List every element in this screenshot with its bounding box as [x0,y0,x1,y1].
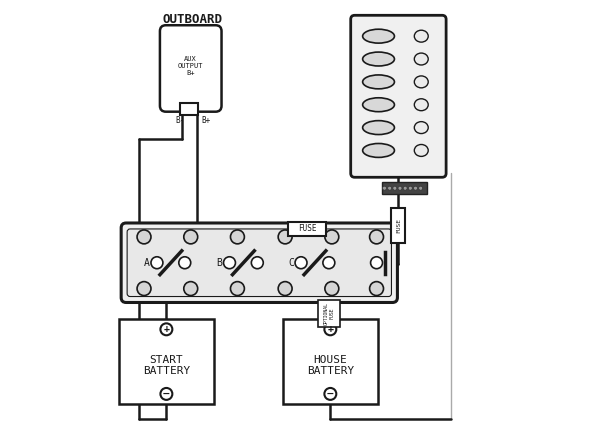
Ellipse shape [414,76,428,88]
Circle shape [325,282,338,296]
Bar [119,320,214,404]
Circle shape [230,230,244,244]
Text: B+: B+ [201,116,210,125]
Ellipse shape [363,121,395,134]
Circle shape [137,282,151,296]
Circle shape [414,186,417,190]
Circle shape [179,257,191,269]
Text: B-: B- [175,116,185,125]
Circle shape [370,282,384,296]
Text: HOUSE
BATTERY: HOUSE BATTERY [307,355,354,377]
Ellipse shape [363,52,395,66]
Text: AUX
OUTPUT
B+: AUX OUTPUT B+ [178,56,203,76]
Circle shape [323,257,335,269]
Text: A: A [144,258,150,268]
Text: START
BATTERY: START BATTERY [143,355,190,377]
Text: +: + [327,324,333,334]
Circle shape [137,230,151,244]
Ellipse shape [363,98,395,112]
Text: −: − [327,389,334,399]
Text: OPTIONAL
FUSE: OPTIONAL FUSE [323,302,334,325]
Text: OUTBOARD: OUTBOARD [163,13,223,26]
Circle shape [325,230,338,244]
Circle shape [161,388,172,400]
Ellipse shape [414,30,428,42]
Circle shape [324,324,336,335]
Bar [180,103,198,114]
Bar [381,182,427,194]
Circle shape [224,257,235,269]
Ellipse shape [414,122,428,133]
Text: −: − [163,389,170,399]
Circle shape [295,257,307,269]
Bar [283,320,378,404]
Circle shape [371,257,382,269]
Ellipse shape [414,53,428,65]
Ellipse shape [414,145,428,156]
FancyBboxPatch shape [121,223,397,302]
FancyBboxPatch shape [351,15,446,177]
Circle shape [278,230,292,244]
Ellipse shape [363,144,395,157]
Circle shape [151,257,163,269]
Text: C: C [288,258,294,268]
Circle shape [251,257,263,269]
Bar [392,208,405,243]
Circle shape [184,230,198,244]
Circle shape [324,388,336,400]
Circle shape [403,186,407,190]
FancyBboxPatch shape [160,25,222,112]
FancyBboxPatch shape [127,229,392,297]
Ellipse shape [363,29,395,43]
Ellipse shape [363,75,395,89]
Text: FUSE: FUSE [396,218,401,233]
Bar [318,300,340,328]
Circle shape [161,324,172,335]
Circle shape [388,186,392,190]
Circle shape [393,186,397,190]
Bar [288,222,326,236]
Circle shape [230,282,244,296]
Circle shape [278,282,292,296]
Circle shape [398,186,402,190]
Circle shape [408,186,412,190]
Circle shape [382,186,387,190]
Circle shape [419,186,423,190]
Text: +: + [163,324,169,334]
Circle shape [184,282,198,296]
Ellipse shape [414,99,428,110]
Text: FUSE: FUSE [298,225,316,233]
Text: B: B [217,258,222,268]
Circle shape [370,230,384,244]
